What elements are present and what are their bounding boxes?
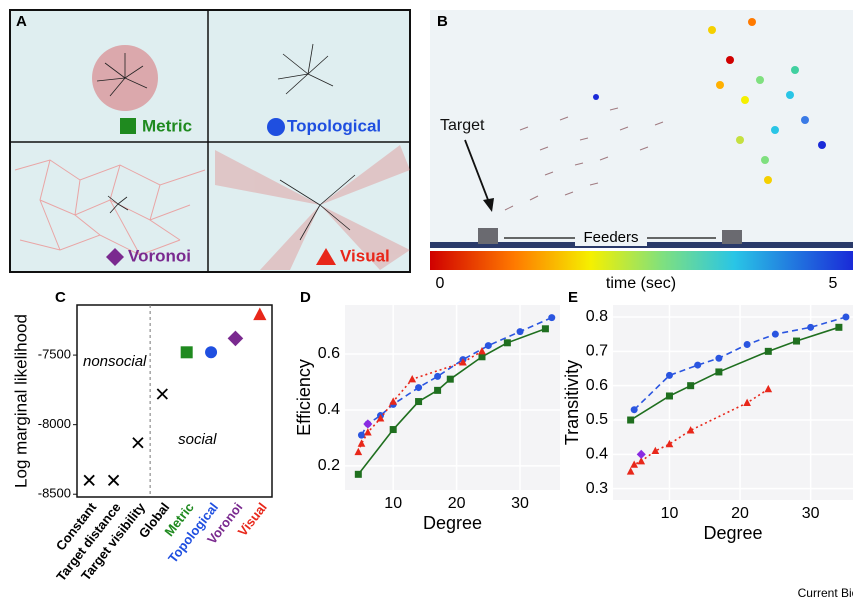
marker-circle xyxy=(631,406,638,413)
plot-area xyxy=(345,305,560,490)
annotation: nonsocial xyxy=(83,353,147,370)
marker-square xyxy=(504,339,511,346)
y-tick-label: 0.4 xyxy=(586,446,608,463)
credit: Current Biolog xyxy=(798,586,853,600)
tank-image xyxy=(430,10,853,248)
y-tick-label: 0.7 xyxy=(586,343,608,360)
marker-circle xyxy=(807,324,814,331)
panel-letter: A xyxy=(16,13,27,30)
y-tick-label: 0.8 xyxy=(586,308,608,325)
marker-circle xyxy=(415,384,422,391)
marker-circle xyxy=(517,328,524,335)
marker-square xyxy=(715,368,722,375)
y-tick-label: -7500 xyxy=(38,347,71,362)
marker-square xyxy=(447,376,454,383)
y-tick-label: 0.6 xyxy=(586,377,608,394)
model-label: Metric xyxy=(142,116,192,135)
legend-square xyxy=(120,118,136,134)
y-tick-label: 0.5 xyxy=(586,411,608,428)
y-axis-title: Efficiency xyxy=(294,359,314,436)
x-tick-label: 20 xyxy=(448,495,466,512)
model-label: Visual xyxy=(340,246,390,265)
marker-circle xyxy=(666,372,673,379)
feeder xyxy=(478,228,498,244)
y-tick-label: 0.2 xyxy=(318,457,340,474)
marker-circle xyxy=(772,331,779,338)
x-tick-label: 30 xyxy=(511,495,529,512)
y-axis-title: Transitivity xyxy=(562,360,582,445)
marker-circle xyxy=(694,362,701,369)
marker-circle xyxy=(205,346,217,358)
plot-frame xyxy=(77,305,272,497)
y-axis-title: Log marginal likelihood xyxy=(11,314,30,488)
feeder xyxy=(722,230,742,244)
x-tick-label: 20 xyxy=(731,505,749,522)
marker-square xyxy=(687,382,694,389)
panel-letter: B xyxy=(437,13,448,30)
marker-square xyxy=(434,387,441,394)
y-tick-label: -8000 xyxy=(38,416,71,431)
x-axis-title: Degree xyxy=(703,523,762,543)
marker-square xyxy=(390,426,397,433)
marker-square xyxy=(415,398,422,405)
marker-square xyxy=(181,346,193,358)
marker-square xyxy=(355,471,362,478)
x-tick-label: 10 xyxy=(384,495,402,512)
marker-square xyxy=(793,338,800,345)
figure: A Metric Topological Voronoi Visual B Ta… xyxy=(0,0,853,606)
colorbar-tick-label: 5 xyxy=(829,275,838,292)
marker-square xyxy=(627,417,634,424)
panel-b: B Target Feeders 0 time (sec) 5 xyxy=(430,10,853,292)
panel-a: A Metric Topological Voronoi Visual xyxy=(10,10,410,272)
legend-circle xyxy=(267,118,285,136)
colorbar-label: time (sec) xyxy=(606,275,676,292)
y-tick-label: -8500 xyxy=(38,486,71,501)
panel-letter: C xyxy=(55,289,66,306)
marker-square xyxy=(542,325,549,332)
marker-circle xyxy=(434,373,441,380)
annotation: Target xyxy=(440,117,485,134)
page: A Metric Topological Voronoi Visual B Ta… xyxy=(0,0,853,606)
y-tick-label: 0.3 xyxy=(586,480,608,497)
x-axis-title: Degree xyxy=(423,513,482,533)
panel-letter: E xyxy=(568,289,578,306)
marker-square xyxy=(765,348,772,355)
annotation: Feeders xyxy=(583,229,638,246)
annotation: social xyxy=(178,431,217,448)
x-tick-label: 10 xyxy=(661,505,679,522)
model-label: Topological xyxy=(287,116,381,135)
y-tick-label: 0.4 xyxy=(318,401,340,418)
marker-circle xyxy=(715,355,722,362)
colorbar xyxy=(430,251,853,270)
y-tick-label: 0.6 xyxy=(318,345,340,362)
panel-letter: D xyxy=(300,289,311,306)
model-label: Voronoi xyxy=(128,246,191,265)
x-tick-label: 30 xyxy=(802,505,820,522)
marker-circle xyxy=(548,314,555,321)
marker-square xyxy=(666,392,673,399)
marker-square xyxy=(835,324,842,331)
marker-circle xyxy=(842,314,849,321)
colorbar-tick-label: 0 xyxy=(436,275,445,292)
marker-circle xyxy=(744,341,751,348)
marker-circle xyxy=(485,342,492,349)
